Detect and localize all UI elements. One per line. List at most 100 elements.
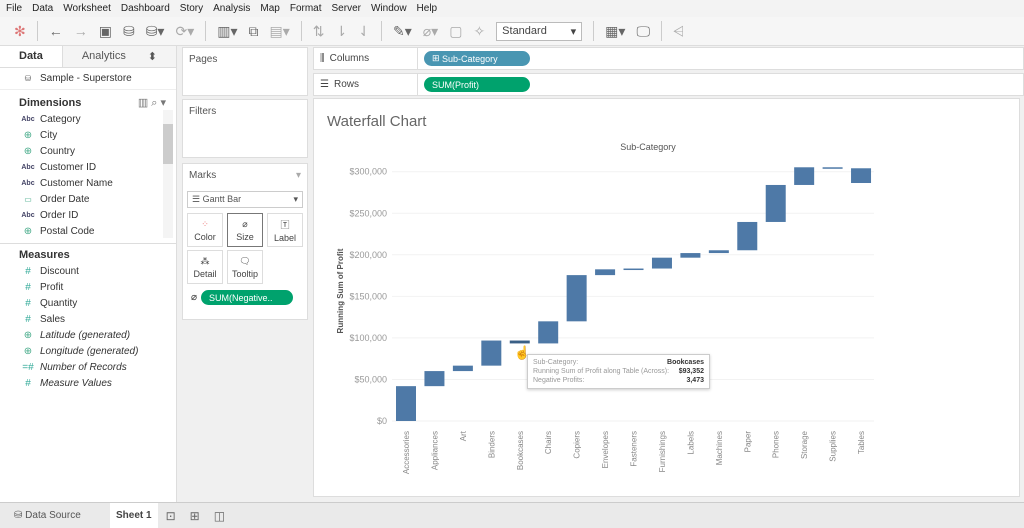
- detail-button[interactable]: ⁂ Detail: [187, 250, 223, 284]
- labels-icon[interactable]: ▢: [449, 22, 463, 39]
- menu-help[interactable]: Help: [416, 3, 438, 14]
- color-button[interactable]: ⁘ Color: [187, 213, 223, 247]
- tooltip-value: $93,352: [678, 368, 704, 375]
- x-tick-label: Supplies: [829, 431, 838, 462]
- share-icon[interactable]: ⩤: [672, 22, 685, 39]
- tooltip: Sub-Category: Bookcases Running Sum of Pr…: [527, 354, 710, 389]
- pause-updates-icon[interactable]: ⛁▾: [145, 22, 165, 39]
- columns-pill[interactable]: ⊞ Sub-Category: [424, 51, 530, 66]
- menu-window[interactable]: Window: [370, 3, 407, 14]
- x-tick-label: Appliances: [430, 431, 439, 470]
- field-label: Profit: [40, 281, 64, 293]
- clear-sheet-icon[interactable]: ▤▾: [269, 22, 290, 39]
- tooltip-value: 3,473: [686, 377, 704, 384]
- sort-desc-icon[interactable]: ⇃: [358, 22, 370, 39]
- rows-icon: ☰: [320, 79, 329, 90]
- fit-dropdown[interactable]: Standard ▾: [496, 21, 583, 41]
- field-item[interactable]: # Quantity: [0, 295, 176, 311]
- scrollbar[interactable]: [163, 110, 173, 238]
- field-label: Latitude (generated): [40, 329, 131, 341]
- rows-shelf[interactable]: ☰ Rows SUM(Profit): [313, 73, 1024, 96]
- y-tick-label: $300,000: [349, 167, 387, 177]
- forward-icon[interactable]: →: [73, 23, 88, 39]
- menu-format[interactable]: Format: [289, 3, 322, 14]
- field-item[interactable]: ⊕ Country: [0, 143, 176, 159]
- new-dashboard-icon[interactable]: ⊞: [189, 508, 200, 523]
- menu-dashboard[interactable]: Dashboard: [120, 3, 170, 14]
- tab-data[interactable]: Data: [0, 46, 63, 67]
- sheet-tab[interactable]: Sheet 1: [110, 503, 158, 528]
- columns-pill-label: Sub-Category: [442, 53, 498, 64]
- x-tick-label: Phones: [772, 431, 781, 458]
- field-item[interactable]: # Discount: [0, 263, 176, 279]
- bar-bookcases: [509, 340, 530, 344]
- x-tick-label: Paper: [743, 431, 752, 453]
- duplicate-sheet-icon[interactable]: ⧉: [248, 22, 259, 39]
- new-story-icon[interactable]: ◫: [213, 508, 226, 523]
- field-item[interactable]: ▭ Order Date: [0, 191, 176, 207]
- data-source-label: Data Source: [25, 510, 81, 521]
- field-item[interactable]: =# Number of Records: [0, 359, 176, 375]
- field-item[interactable]: ⊕ Longitude (generated): [0, 343, 176, 359]
- divider: [380, 21, 382, 41]
- back-icon[interactable]: ←: [48, 23, 63, 39]
- rows-pill[interactable]: SUM(Profit): [424, 77, 530, 92]
- field-item[interactable]: # Measure Values: [0, 375, 176, 391]
- y-axis-title: Running Sum of Profit: [336, 248, 345, 333]
- mark-type-dropdown[interactable]: ☰ Gantt Bar ▾: [187, 191, 303, 208]
- bar-furnishings: [651, 257, 672, 269]
- size-button[interactable]: ⌀ Size: [227, 213, 263, 247]
- field-item[interactable]: # Sales: [0, 311, 176, 327]
- refresh-icon[interactable]: ⟳▾: [175, 22, 195, 39]
- tab-analytics[interactable]: Analytics ⬍: [62, 46, 176, 67]
- dimensions-title: Dimensions: [19, 96, 82, 109]
- label-icon: 🅃: [280, 219, 290, 230]
- tooltip-icon: 🗨: [239, 255, 251, 266]
- show-me-icon[interactable]: ▦▾: [605, 22, 626, 39]
- highlight-icon[interactable]: ✎▾: [392, 22, 412, 39]
- datasource-item[interactable]: ⛁ Sample - Superstore: [0, 68, 176, 90]
- chevron-down-icon: ▾: [295, 170, 301, 181]
- group-icon[interactable]: ⌀▾: [422, 22, 439, 39]
- tooltip-button[interactable]: 🗨 Tooltip: [227, 250, 263, 284]
- field-item[interactable]: ⊕ Postal Code: [0, 223, 176, 239]
- pages-title: Pages: [189, 54, 218, 65]
- menu-analysis[interactable]: Analysis: [213, 3, 251, 14]
- size-icon: ⌀: [242, 218, 248, 229]
- sort-asc-icon[interactable]: ⇂: [335, 22, 348, 39]
- field-item[interactable]: Abc Category: [0, 111, 176, 127]
- measures-list: # Discount # Profit # Quantity # Sales ⊕ Latitude…: [0, 263, 176, 391]
- field-item[interactable]: Abc Customer Name: [0, 175, 176, 191]
- label-button[interactable]: 🅃 Label: [267, 213, 303, 247]
- menu-file[interactable]: File: [6, 3, 23, 14]
- size-label: Size: [236, 231, 254, 242]
- columns-shelf[interactable]: ⫼ Columns ⊞ Sub-Category: [313, 47, 1024, 70]
- size-icon: ⌀: [191, 292, 198, 303]
- field-item[interactable]: Abc Order ID: [0, 207, 176, 223]
- menu-map[interactable]: Map: [260, 3, 280, 14]
- field-item[interactable]: ⊕ Latitude (generated): [0, 327, 176, 343]
- search-icon[interactable]: ▥ ⌕ ▾: [137, 96, 166, 109]
- size-pill[interactable]: SUM(Negative..: [201, 290, 294, 305]
- filters-card[interactable]: Filters: [182, 99, 308, 158]
- field-item[interactable]: Abc Customer ID: [0, 159, 176, 175]
- swap-icon[interactable]: ⇅: [312, 22, 325, 39]
- measures-header: Measures: [19, 248, 70, 261]
- new-worksheet-icon[interactable]: ⊡: [165, 508, 176, 523]
- column-header: Sub-Category: [620, 142, 676, 152]
- new-worksheet-icon[interactable]: ▥▾: [217, 22, 238, 39]
- menu-story[interactable]: Story: [179, 3, 204, 14]
- presentation-icon[interactable]: 🖵: [636, 22, 650, 39]
- menu-worksheet[interactable]: Worksheet: [63, 3, 111, 14]
- new-datasource-icon[interactable]: ⛁: [122, 22, 135, 39]
- pages-card[interactable]: Pages: [182, 47, 308, 96]
- data-source-tab[interactable]: ⛁ Data Source: [14, 510, 81, 521]
- save-icon[interactable]: ▣: [98, 22, 112, 39]
- field-label: Sales: [40, 313, 66, 325]
- menu-data[interactable]: Data: [32, 3, 54, 14]
- field-label: Longitude (generated): [40, 345, 139, 357]
- field-item[interactable]: ⊕ City: [0, 127, 176, 143]
- pin-icon[interactable]: ✧: [473, 22, 486, 39]
- menu-server[interactable]: Server: [331, 3, 361, 14]
- field-item[interactable]: # Profit: [0, 279, 176, 295]
